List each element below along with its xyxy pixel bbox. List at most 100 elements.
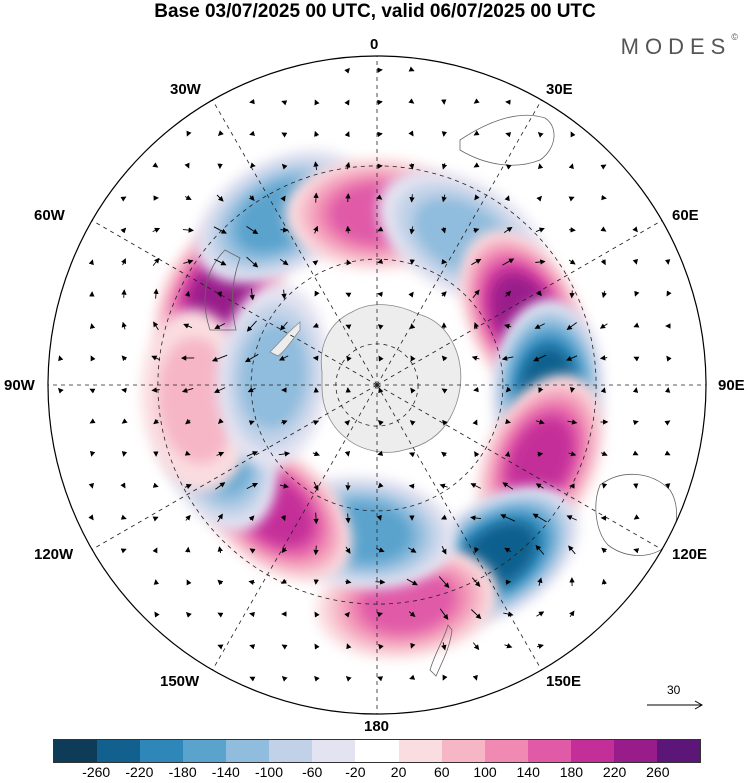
wind-arrow [346, 355, 352, 362]
wind-arrow [599, 323, 608, 329]
meridian-line [91, 384, 378, 550]
wind-arrow [153, 288, 159, 299]
wind-arrow [536, 290, 542, 297]
reference-vector-label: 30 [667, 683, 681, 697]
wind-arrow [181, 387, 194, 393]
label-lon-60e: 60E [672, 207, 699, 224]
wind-arrow [121, 451, 128, 457]
wind-arrow [441, 163, 448, 170]
wind-arrow [633, 322, 640, 328]
wind-arrow [409, 420, 416, 426]
wind-arrow [408, 66, 415, 72]
wind-arrow [281, 675, 288, 682]
colorbar-swatch [54, 740, 98, 762]
wind-arrow [536, 643, 544, 649]
colorbar-tick-label: -220 [125, 764, 154, 780]
wind-arrow [57, 387, 64, 394]
wind-arrow [248, 420, 255, 426]
wind-arrow [313, 512, 319, 525]
wind-arrow [632, 420, 639, 426]
wind-arrow [505, 290, 512, 297]
wind-arrow [184, 195, 192, 200]
wind-arrow [90, 355, 96, 362]
wind-arrow [664, 387, 671, 393]
meridian-line [376, 384, 663, 550]
wind-arrow [377, 482, 384, 489]
wind-arrow [439, 608, 449, 620]
wind-arrow [248, 579, 255, 586]
wind-arrow [410, 642, 416, 649]
meridian-line [212, 384, 378, 671]
wind-arrow [184, 450, 191, 456]
wind-arrow [217, 418, 224, 425]
label-lon-180: 180 [364, 718, 390, 735]
wind-arrow [664, 259, 671, 265]
wind-arrow [537, 451, 544, 458]
latitude-circle [250, 258, 504, 512]
wind-arrow [153, 579, 160, 585]
wind-arrow [280, 227, 289, 233]
wind-arrow [152, 482, 159, 488]
colorbar-tick-label: -180 [168, 764, 197, 780]
wind-arrow [185, 611, 192, 618]
wind-arrow [345, 324, 352, 330]
wind-arrow [344, 419, 351, 426]
wind-arrow [249, 195, 255, 201]
wind-arrow [504, 195, 510, 202]
wind-arrow [600, 450, 608, 456]
wind-arrow [217, 546, 223, 554]
label-lon-150e: 150E [546, 673, 582, 690]
wind-arrow [442, 674, 448, 681]
wind-arrow [566, 355, 578, 361]
wind-arrow [88, 259, 94, 266]
map-border [47, 55, 707, 715]
wind-arrow [120, 227, 127, 234]
wind-arrow [601, 578, 608, 585]
wind-arrow [634, 290, 640, 297]
wind-arrow [442, 419, 448, 426]
brand-mark: © [731, 32, 738, 42]
wind-arrow [470, 483, 482, 489]
wind-arrow [152, 257, 160, 266]
wind-arrow [184, 162, 190, 169]
wind-arrow [535, 483, 544, 489]
wind-arrow [280, 321, 288, 331]
wind-arrow [569, 610, 575, 618]
wind-arrow [345, 193, 351, 203]
wind-arrow [472, 419, 478, 426]
wind-arrow [185, 418, 191, 425]
wind-arrow [152, 227, 161, 233]
wind-arrow [376, 194, 383, 200]
colorbar-swatch [226, 740, 270, 762]
wind-arrow [216, 194, 224, 202]
wind-arrow [441, 131, 448, 137]
wind-arrow [345, 578, 352, 585]
wind-arrow [569, 290, 575, 299]
wind-arrow [214, 258, 227, 266]
graticule [48, 56, 706, 714]
wind-arrow [535, 544, 545, 555]
wind-arrow [153, 418, 160, 425]
wind-arrow [345, 161, 351, 170]
wind-arrow [440, 514, 448, 520]
wind-arrow [378, 387, 384, 394]
wind-arrow [217, 612, 224, 618]
wind-arrow [632, 450, 639, 456]
wind-arrow [568, 545, 576, 555]
wind-arrow [406, 578, 418, 586]
wind-arrow [184, 484, 192, 489]
colorbar-tick-label: -260 [82, 764, 111, 780]
wind-arrow [408, 547, 417, 553]
wind-arrow [505, 164, 512, 170]
meridian-line [376, 220, 663, 386]
wind-arrow [249, 676, 256, 682]
wind-arrow [408, 452, 415, 458]
wind-arrow [58, 355, 64, 362]
wind-arrow [599, 355, 608, 361]
wind-arrow [344, 99, 350, 106]
wind-arrow [249, 130, 256, 136]
label-lon-30e: 30E [546, 81, 573, 98]
wind-arrow [664, 450, 671, 456]
wind-arrow [248, 515, 255, 522]
wind-arrow [505, 132, 512, 138]
